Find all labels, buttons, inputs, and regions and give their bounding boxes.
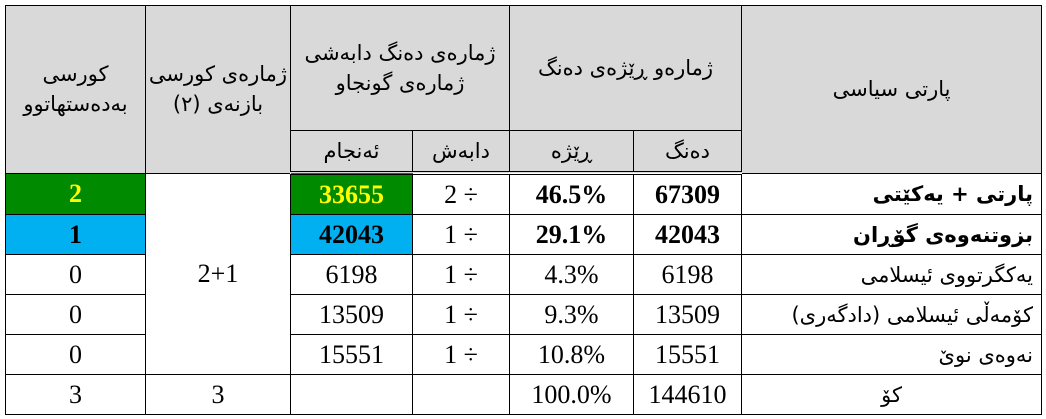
total-seats-circle-cell: 3 bbox=[145, 374, 291, 415]
total-label: کۆ bbox=[741, 374, 1043, 415]
seats-cell: 0 bbox=[5, 254, 146, 295]
header-seats-won: کورسی بەدەستهاتوو bbox=[5, 5, 146, 174]
votes-cell: 13509 bbox=[633, 294, 743, 335]
header-votes-divided: ژمارەی دەنگ دابەشی ژمارەی گونجاو bbox=[289, 5, 511, 131]
header-seats-circle: ژمارەی کورسی بازنەی (٢) bbox=[145, 5, 291, 174]
votes-cell: 67309 bbox=[633, 172, 743, 215]
votes-cell: 15551 bbox=[633, 334, 743, 375]
seats-cell: 2 bbox=[5, 172, 146, 215]
party-cell: کۆمەڵی ئیسلامی (دادگەری) bbox=[741, 294, 1043, 335]
divisor-cell: 1 ÷ bbox=[411, 214, 511, 255]
ratio-cell: 9.3% bbox=[509, 294, 635, 335]
seats-circle-cell: 2+1 bbox=[145, 172, 291, 375]
party-cell: یەکگرتووی ئیسلامی bbox=[741, 254, 1043, 295]
seats-cell: 0 bbox=[5, 294, 146, 335]
total-ratio-cell: 100.0% bbox=[509, 374, 635, 415]
table-row: 2 2+1 33655 2 ÷ 46.5% 67309 پارتی + یەکێ… bbox=[5, 172, 1043, 375]
header-votes-and-ratio: ژمارەو ڕێژەی دەنگ bbox=[509, 5, 743, 131]
table-row: 0 6198 1 ÷ 4.3% 6198 یەکگرتووی ئیسلامی bbox=[5, 254, 1043, 295]
empty-cell bbox=[411, 374, 511, 415]
total-votes-cell: 144610 bbox=[633, 374, 743, 415]
result-cell: 13509 bbox=[290, 294, 413, 335]
total-seats-cell: 3 bbox=[5, 374, 146, 415]
party-cell: پارتی + یەکێتی bbox=[741, 172, 1043, 215]
header-divisor: دابەش bbox=[411, 130, 511, 175]
result-cell: 33655 bbox=[290, 172, 413, 215]
header-result: ئەنجام bbox=[290, 130, 413, 175]
result-cell: 42043 bbox=[290, 214, 413, 255]
seats-cell: 0 bbox=[5, 334, 146, 375]
header-ratio: ڕێژە bbox=[509, 130, 635, 175]
divisor-cell: 1 ÷ bbox=[411, 334, 511, 375]
result-cell: 6198 bbox=[290, 254, 413, 295]
divisor-cell: 1 ÷ bbox=[411, 254, 511, 295]
header-party: پارتی سیاسی bbox=[741, 5, 1043, 174]
table-row: 0 13509 1 ÷ 9.3% 13509 کۆمەڵی ئیسلامی (د… bbox=[5, 294, 1043, 335]
divisor-cell: 1 ÷ bbox=[411, 294, 511, 335]
ratio-cell: 4.3% bbox=[509, 254, 635, 295]
party-cell: بزوتنەوەی گۆڕان bbox=[741, 214, 1043, 255]
table-row: 1 42043 1 ÷ 29.1% 42043 بزوتنەوەی گۆڕان bbox=[5, 214, 1043, 255]
empty-cell bbox=[290, 374, 413, 415]
ratio-cell: 29.1% bbox=[509, 214, 635, 255]
votes-cell: 6198 bbox=[633, 254, 743, 295]
votes-cell: 42043 bbox=[633, 214, 743, 255]
ratio-cell: 10.8% bbox=[509, 334, 635, 375]
party-cell: نەوەی نوێ bbox=[741, 334, 1043, 375]
ratio-cell: 46.5% bbox=[509, 172, 635, 215]
election-results-table: کورسی بەدەستهاتوو ژمارەی کورسی بازنەی (٢… bbox=[5, 5, 1043, 415]
result-cell: 15551 bbox=[290, 334, 413, 375]
divisor-cell: 2 ÷ bbox=[411, 172, 511, 215]
total-row: 3 3 100.0% 144610 کۆ bbox=[5, 374, 1043, 415]
seats-cell: 1 bbox=[5, 214, 146, 255]
header-votes: دەنگ bbox=[633, 130, 743, 175]
